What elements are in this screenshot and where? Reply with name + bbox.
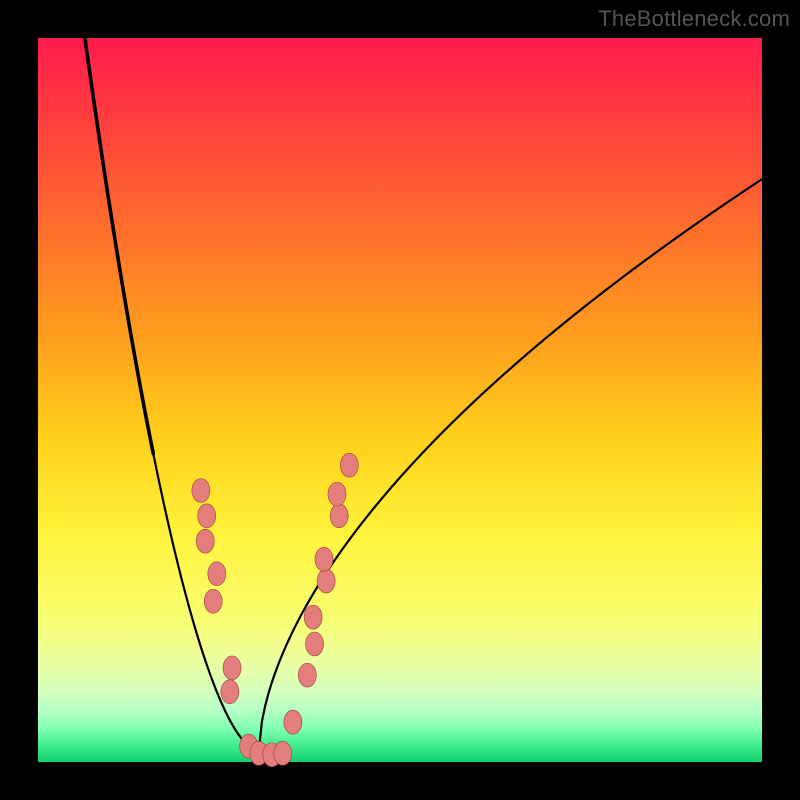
sample-dot xyxy=(306,632,324,656)
sample-dot xyxy=(204,589,222,613)
sample-dot xyxy=(223,656,241,680)
sample-dot xyxy=(328,482,346,506)
sample-dot xyxy=(304,605,322,629)
chart-stage: TheBottleneck.com xyxy=(0,0,800,800)
watermark-text: TheBottleneck.com xyxy=(598,6,790,32)
sample-dot xyxy=(315,547,333,571)
sample-dot xyxy=(284,710,302,734)
sample-dot xyxy=(330,504,348,528)
chart-svg xyxy=(0,0,800,800)
sample-dot xyxy=(192,479,210,503)
sample-dot xyxy=(208,562,226,586)
sample-dot xyxy=(221,680,239,704)
sample-dot xyxy=(196,529,214,553)
plot-area xyxy=(38,38,762,762)
sample-dot xyxy=(340,453,358,477)
sample-dot xyxy=(298,663,316,687)
sample-dot xyxy=(274,741,292,765)
sample-dot xyxy=(317,569,335,593)
sample-dot xyxy=(198,504,216,528)
